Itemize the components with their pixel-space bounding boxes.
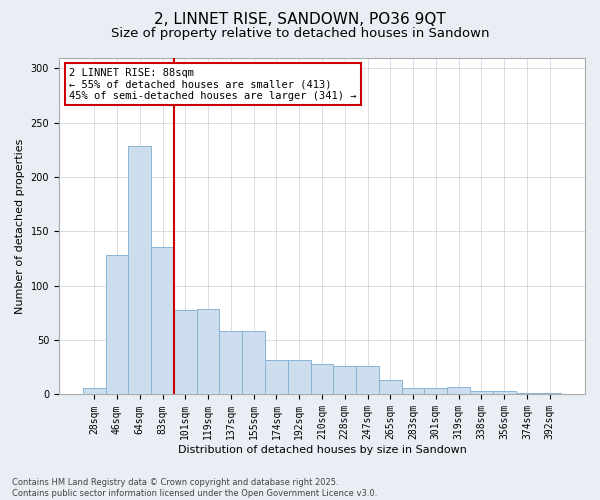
Bar [83,388,106,394]
Bar [311,364,334,394]
Text: 2, LINNET RISE, SANDOWN, PO36 9QT: 2, LINNET RISE, SANDOWN, PO36 9QT [154,12,446,28]
Bar [174,310,197,394]
Bar [470,391,493,394]
Bar [424,388,447,394]
Bar [356,366,379,394]
Bar [220,332,242,394]
Bar [401,388,424,394]
Bar [106,256,128,394]
Bar [447,387,470,394]
Bar [493,391,515,394]
Y-axis label: Number of detached properties: Number of detached properties [15,138,25,314]
Bar [265,360,288,394]
Bar [334,366,356,394]
Bar [242,332,265,394]
Text: Contains HM Land Registry data © Crown copyright and database right 2025.
Contai: Contains HM Land Registry data © Crown c… [12,478,377,498]
Bar [128,146,151,394]
Bar [288,360,311,394]
Bar [197,308,220,394]
Bar [379,380,401,394]
Bar [151,246,174,394]
Text: 2 LINNET RISE: 88sqm
← 55% of detached houses are smaller (413)
45% of semi-deta: 2 LINNET RISE: 88sqm ← 55% of detached h… [70,68,357,101]
X-axis label: Distribution of detached houses by size in Sandown: Distribution of detached houses by size … [178,445,466,455]
Text: Size of property relative to detached houses in Sandown: Size of property relative to detached ho… [111,28,489,40]
